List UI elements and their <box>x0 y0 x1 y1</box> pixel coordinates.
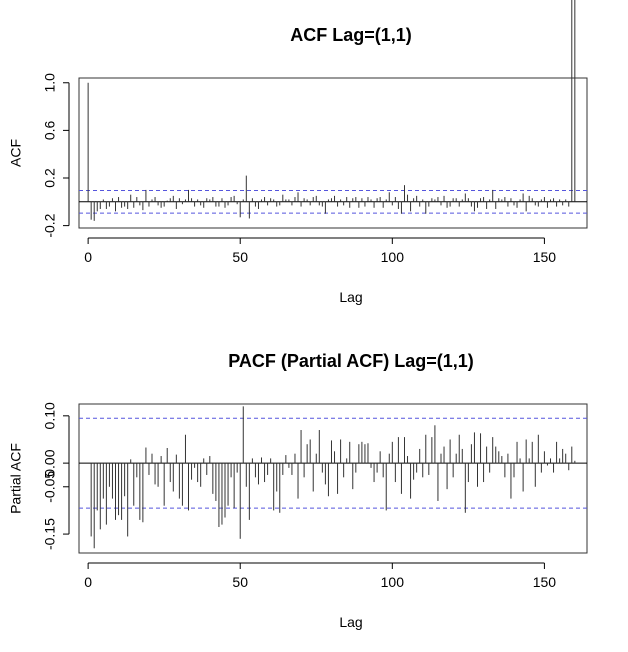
y-tick-label: -0.15 <box>42 518 58 550</box>
x-tick-label: 0 <box>84 249 92 265</box>
x-tick-label: 50 <box>232 249 248 265</box>
x-axis-label: Lag <box>339 614 362 630</box>
y-tick-label: 0.10 <box>42 402 58 429</box>
y-axis-label: ACF <box>8 139 24 167</box>
y-tick-label: 0.6 <box>42 120 58 140</box>
y-tick-label: -0.2 <box>42 213 58 237</box>
y-tick-label: 0.00 <box>42 449 58 476</box>
plot-frame <box>78 403 588 554</box>
acf-panel: ACF Lag=(1,1) 0 50 100 150 -0.2 0.2 0.6 1.0 Lag AC… <box>8 0 588 305</box>
y-tick-label: -0.05 <box>42 471 58 503</box>
x-tick-label: 100 <box>381 249 405 265</box>
pacf-panel: PACF (Partial ACF) Lag=(1,1) 0 50 100 150 -0.… <box>8 351 588 630</box>
x-tick-label: 150 <box>533 574 557 590</box>
y-tick-label: 1.0 <box>42 73 58 93</box>
x-tick-label: 100 <box>381 574 405 590</box>
plot-frame <box>78 77 588 229</box>
x-tick-label: 150 <box>533 249 557 265</box>
y-axis-label: Partial ACF <box>8 443 24 514</box>
x-tick-label: 50 <box>232 574 248 590</box>
y-tick-label: 0.2 <box>42 168 58 188</box>
chart-title: ACF Lag=(1,1) <box>290 25 412 45</box>
x-axis-label: Lag <box>339 289 362 305</box>
chart-title: PACF (Partial ACF) Lag=(1,1) <box>228 351 474 371</box>
x-tick-label: 0 <box>84 574 92 590</box>
